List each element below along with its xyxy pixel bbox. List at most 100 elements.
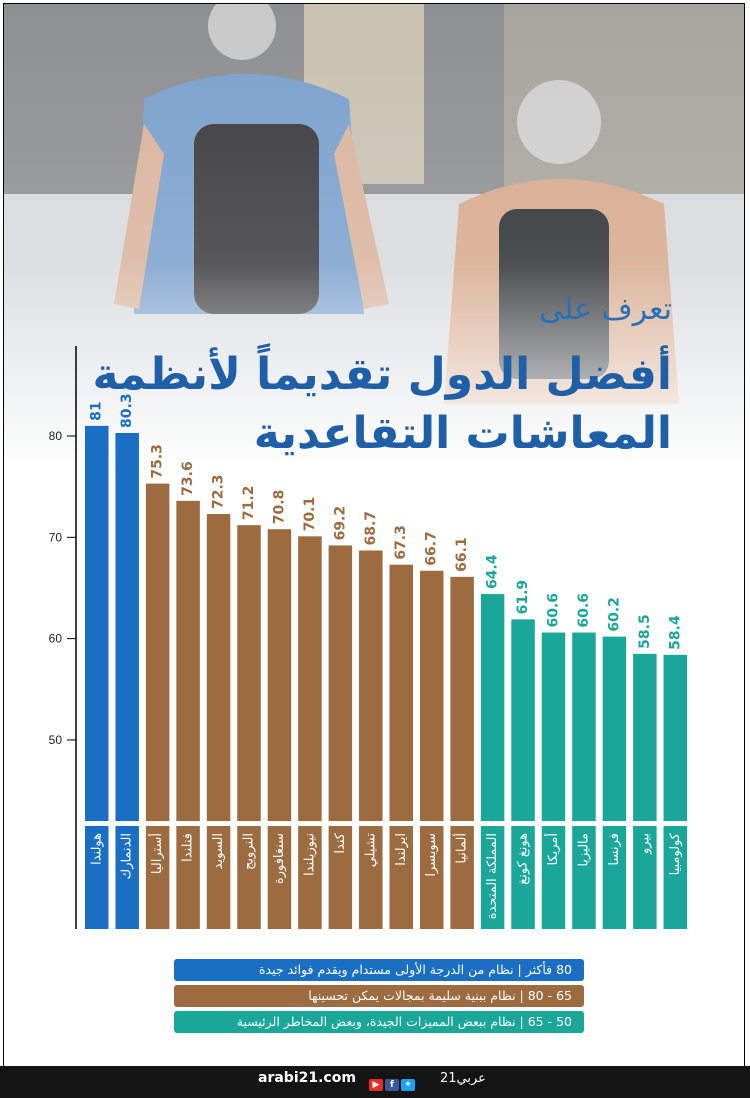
category-label-box [328, 826, 353, 929]
value-label: 60.6 [576, 593, 592, 628]
bar [328, 545, 353, 821]
bar [145, 483, 170, 821]
category-label: فنلندا [181, 833, 196, 862]
category-label: ماليزيا [576, 833, 591, 867]
value-label: 60.6 [546, 593, 562, 628]
category-label: ايرلندا [394, 833, 409, 866]
bar [359, 550, 383, 821]
value-label: 80.3 [119, 393, 135, 428]
bar [541, 632, 566, 821]
category-label-box [237, 826, 261, 929]
value-label: 60.2 [606, 597, 622, 632]
facebook-icon[interactable]: f [385, 1079, 399, 1091]
value-label: 64.4 [485, 554, 501, 589]
bar [389, 564, 413, 821]
category-label: فرنسا [607, 833, 622, 866]
footer-url[interactable]: arabi21.com [258, 1070, 356, 1086]
value-label: 58.4 [667, 615, 683, 650]
background-photo [4, 4, 744, 474]
value-label: 75.3 [150, 444, 166, 479]
category-label: ألمانيا [453, 833, 470, 864]
category-label: هونغ كونغ [516, 833, 531, 885]
value-label: 71.2 [241, 486, 257, 521]
category-label: أمريكا [544, 833, 561, 866]
social-icons: ▶ f ✦ [369, 1072, 417, 1091]
category-label-box [389, 826, 413, 929]
bar [237, 525, 261, 821]
y-tick-label: 50 [49, 733, 63, 747]
bar [633, 653, 657, 821]
value-label: 72.3 [211, 474, 227, 509]
title-intro: تعرف على [539, 292, 672, 327]
category-label-box [511, 826, 535, 929]
y-tick-label: 80 [49, 429, 63, 443]
category-label-box [480, 826, 505, 929]
bar [419, 570, 444, 821]
category-label-box [541, 826, 566, 929]
category-label-box [298, 826, 322, 929]
youtube-icon[interactable]: ▶ [369, 1079, 383, 1091]
bar-chart: 50 60 70 80 81 هولندا 80.3 الدنمارك 75.3 أسترالي… [49, 346, 688, 929]
category-label: سويسرا [424, 833, 439, 877]
footer-logo: عربي21 [440, 1071, 486, 1086]
title-main-line1: أفضل الدول تقديماً لأنظمة [92, 349, 673, 400]
category-label-box [663, 826, 688, 929]
value-label: 69.2 [332, 506, 348, 541]
bar [480, 594, 505, 821]
category-label: بيرو [637, 833, 652, 855]
bar [602, 636, 627, 821]
category-label: نيوزيلندا [302, 833, 317, 876]
category-label-box [572, 826, 596, 929]
value-label: 73.6 [180, 461, 196, 496]
bar [511, 619, 535, 821]
title-main-line2: المعاشات التقاعدية [253, 408, 672, 459]
bar [572, 632, 596, 821]
bar [663, 654, 688, 821]
category-label-box [359, 826, 383, 929]
category-label-box [419, 826, 444, 929]
legend-item: 80 فأكثر | نظام من الدرجة الأولى مستدام … [174, 959, 584, 981]
category-label-box [176, 826, 200, 929]
bar [85, 425, 109, 821]
twitter-icon[interactable]: ✦ [401, 1079, 415, 1091]
legend-item: 65 - 80 | نظام ببنية سليمة بمجالات يمكن … [174, 985, 584, 1007]
bar [115, 432, 139, 821]
value-label: 70.1 [302, 497, 318, 532]
category-label: النرويج [242, 833, 257, 870]
bar [298, 536, 322, 821]
category-label-box [206, 826, 231, 929]
y-tick-label: 60 [49, 632, 63, 646]
value-label: 67.3 [393, 525, 409, 560]
footer-bar: arabi21.com ▶ f ✦ عربي21 [0, 1066, 750, 1098]
category-label: السويد [211, 833, 226, 869]
category-label: هولندا [89, 833, 104, 865]
category-label: كولومبيا [668, 832, 683, 875]
category-label-box [115, 826, 139, 929]
category-label-box [450, 826, 474, 929]
category-label: تشيلي [363, 833, 378, 868]
value-label: 61.9 [515, 580, 531, 615]
y-tick-label: 70 [49, 530, 63, 544]
category-label-box [602, 826, 627, 929]
category-label: أستراليا [148, 833, 165, 874]
bar [176, 500, 200, 821]
value-label: 58.5 [637, 614, 653, 649]
bar [450, 576, 474, 821]
category-label: الدنمارك [120, 833, 135, 879]
legend-item: 50 - 65 | نظام ببعض المميزات الجيدة، وبع… [174, 1011, 584, 1033]
category-label-box [145, 826, 170, 929]
bar [206, 514, 231, 821]
value-label: 81 [89, 401, 105, 420]
value-label: 66.1 [454, 537, 470, 572]
value-label: 68.7 [363, 511, 379, 546]
bar [267, 529, 292, 821]
category-label: سنغافورة [272, 833, 287, 884]
value-label: 70.8 [271, 490, 287, 525]
category-label: المملكة المتحدة [485, 833, 500, 919]
category-label-box [85, 826, 109, 929]
category-label-box [633, 826, 657, 929]
value-label: 66.7 [424, 531, 440, 566]
category-label-box [267, 826, 292, 929]
infographic-frame: تعرف على أفضل الدول تقديماً لأنظمة المعا… [3, 3, 745, 1095]
category-label: كندا [333, 832, 348, 853]
